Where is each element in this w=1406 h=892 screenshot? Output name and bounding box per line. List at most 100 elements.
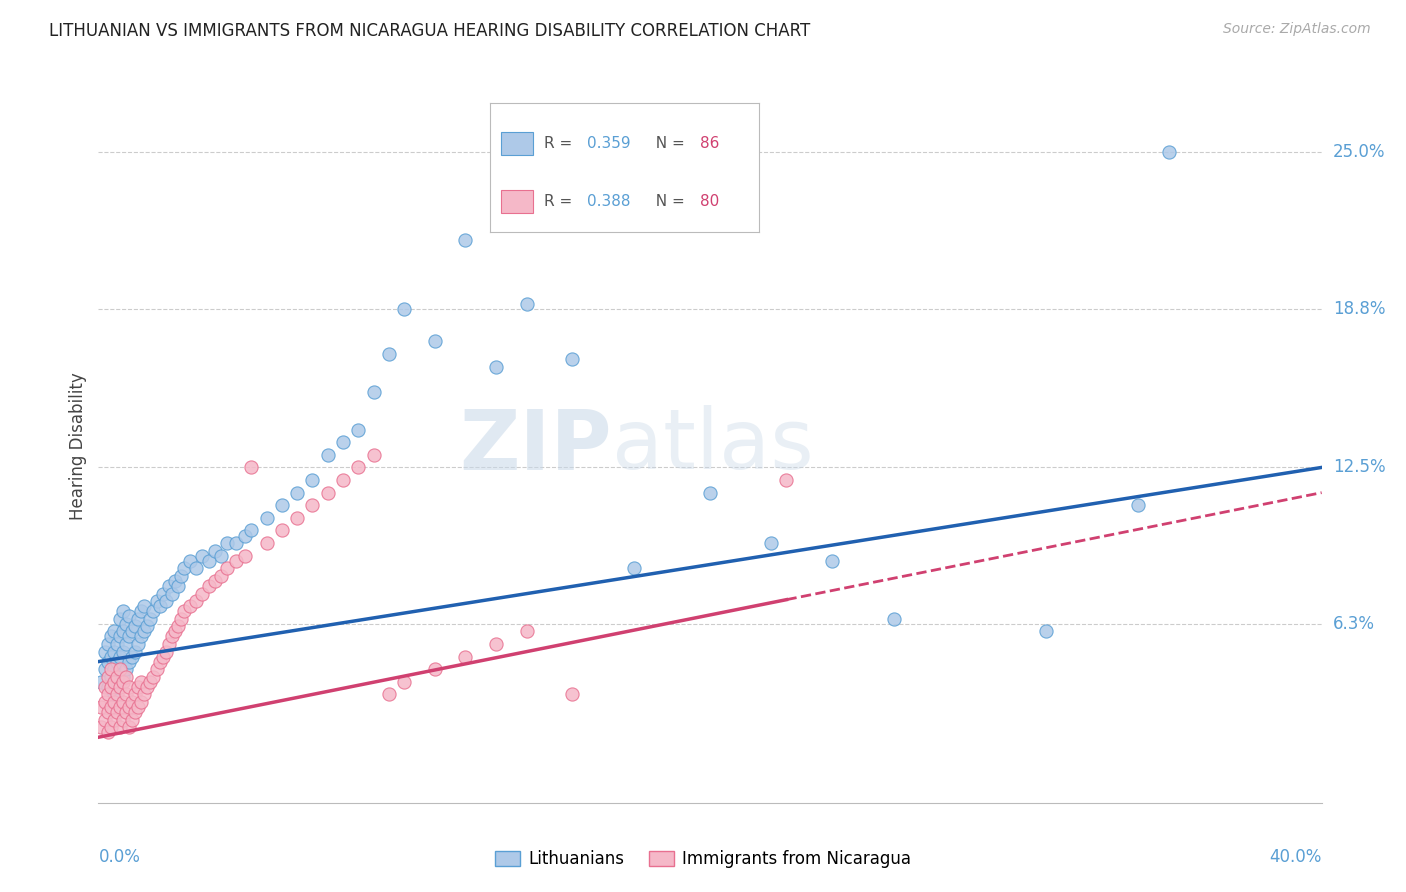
Point	[115, 687, 138, 701]
Point	[118, 655, 141, 669]
Point	[97, 680, 120, 694]
Point	[155, 594, 177, 608]
Point	[316, 448, 339, 462]
Point	[139, 674, 162, 689]
Point	[157, 637, 180, 651]
Point	[124, 687, 146, 701]
Point	[111, 674, 134, 689]
Point	[285, 485, 308, 500]
Point	[134, 687, 156, 701]
Point	[103, 644, 125, 658]
Point	[100, 649, 122, 664]
Point	[363, 384, 385, 399]
Point	[100, 680, 122, 694]
Point	[225, 536, 247, 550]
Point	[129, 674, 152, 689]
Point	[225, 554, 247, 568]
Point	[115, 637, 138, 651]
Point	[561, 351, 583, 366]
Point	[115, 662, 138, 676]
Point	[145, 594, 167, 608]
Point	[561, 687, 583, 701]
Point	[179, 554, 201, 568]
Point	[118, 680, 141, 694]
Point	[454, 649, 477, 664]
Point	[454, 234, 477, 248]
Point	[118, 700, 141, 714]
Point	[1035, 624, 1057, 639]
Text: LITHUANIAN VS IMMIGRANTS FROM NICARAGUA HEARING DISABILITY CORRELATION CHART: LITHUANIAN VS IMMIGRANTS FROM NICARAGUA …	[49, 22, 810, 40]
Point	[93, 644, 115, 658]
Point	[115, 705, 138, 719]
Point	[152, 586, 174, 600]
Point	[127, 612, 149, 626]
Point	[118, 629, 141, 643]
Point	[97, 687, 120, 701]
Text: 6.3%: 6.3%	[1333, 615, 1375, 632]
Point	[204, 543, 226, 558]
Point	[111, 644, 134, 658]
Point	[93, 662, 115, 676]
Point	[759, 536, 782, 550]
Point	[167, 579, 190, 593]
Point	[90, 674, 112, 689]
Point	[363, 448, 385, 462]
Point	[316, 485, 339, 500]
Point	[1128, 498, 1150, 512]
Point	[145, 662, 167, 676]
Point	[160, 629, 183, 643]
Point	[173, 561, 195, 575]
Text: 18.8%: 18.8%	[1333, 300, 1385, 318]
Point	[209, 549, 232, 563]
Point	[160, 586, 183, 600]
Point	[179, 599, 201, 614]
Point	[134, 624, 156, 639]
Point	[108, 720, 131, 734]
Point	[111, 604, 134, 618]
Point	[100, 662, 122, 676]
Point	[108, 674, 131, 689]
Point	[124, 619, 146, 633]
Text: 40.0%: 40.0%	[1270, 848, 1322, 866]
Point	[301, 498, 323, 512]
Point	[127, 637, 149, 651]
Point	[118, 720, 141, 734]
Point	[167, 619, 190, 633]
Point	[215, 536, 238, 550]
Point	[93, 713, 115, 727]
Point	[149, 655, 172, 669]
Point	[121, 624, 143, 639]
Point	[108, 629, 131, 643]
Text: 25.0%: 25.0%	[1333, 144, 1385, 161]
Point	[821, 554, 844, 568]
Y-axis label: Hearing Disability: Hearing Disability	[69, 372, 87, 520]
Point	[105, 680, 128, 694]
Point	[163, 574, 186, 588]
Point	[118, 609, 141, 624]
Point	[155, 644, 177, 658]
Point	[108, 700, 131, 714]
Point	[240, 460, 263, 475]
Point	[129, 629, 152, 643]
Point	[100, 720, 122, 734]
Point	[233, 549, 256, 563]
Point	[163, 624, 186, 639]
Legend: Lithuanians, Immigrants from Nicaragua: Lithuanians, Immigrants from Nicaragua	[488, 844, 918, 875]
Point	[115, 616, 138, 631]
Point	[516, 296, 538, 310]
Point	[270, 498, 292, 512]
Text: Source: ZipAtlas.com: Source: ZipAtlas.com	[1223, 22, 1371, 37]
Point	[485, 637, 508, 651]
Point	[121, 695, 143, 709]
Text: ZIP: ZIP	[460, 406, 612, 486]
Point	[111, 670, 134, 684]
Text: 12.5%: 12.5%	[1333, 458, 1385, 476]
Point	[97, 655, 120, 669]
Point	[191, 586, 214, 600]
Point	[233, 528, 256, 542]
Point	[256, 511, 278, 525]
Point	[157, 579, 180, 593]
Point	[103, 695, 125, 709]
Point	[105, 705, 128, 719]
Point	[301, 473, 323, 487]
